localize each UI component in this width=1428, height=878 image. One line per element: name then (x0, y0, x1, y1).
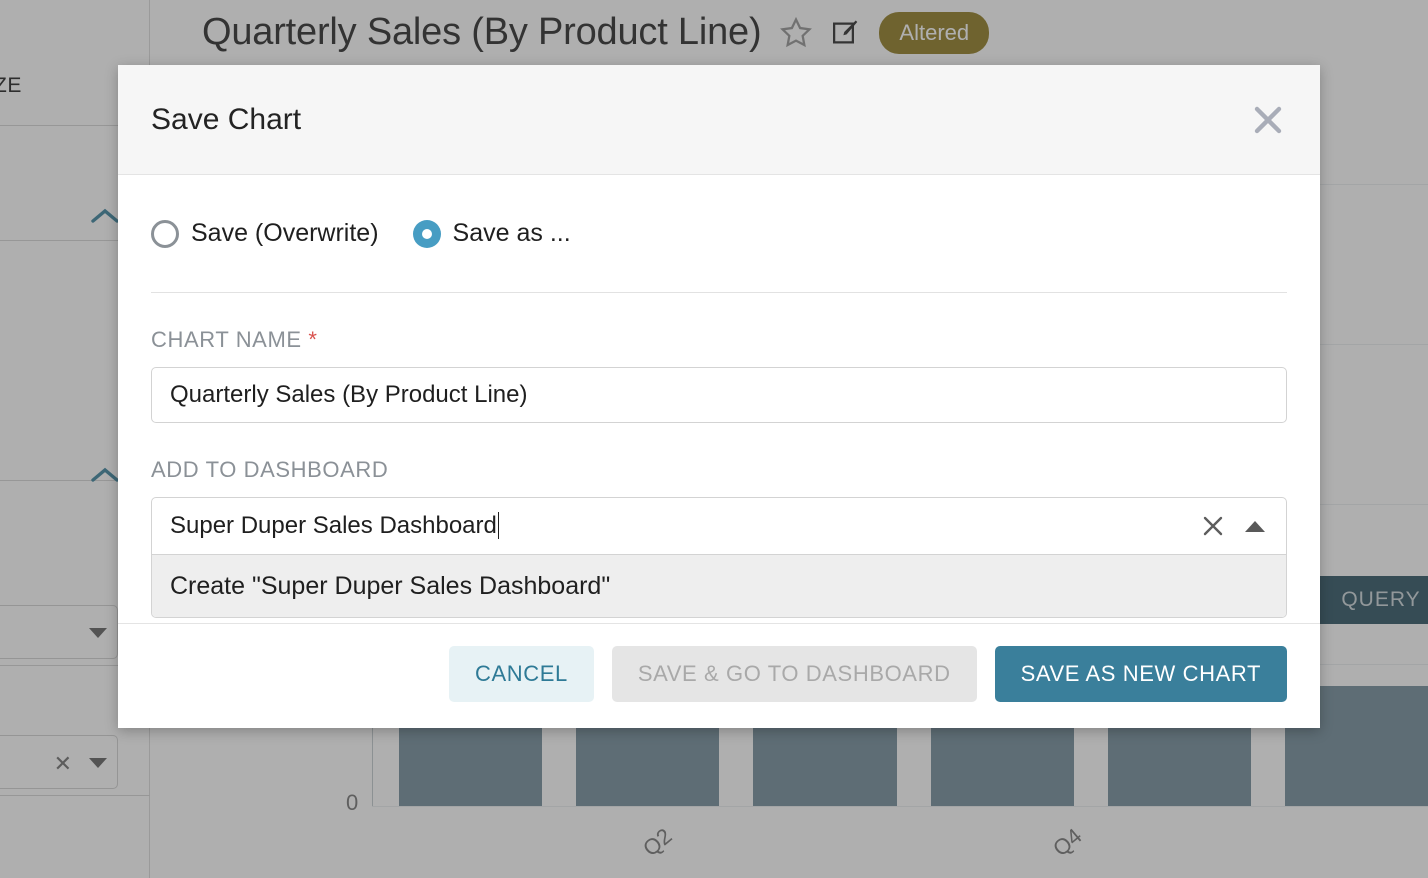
chevron-up-icon[interactable] (90, 207, 120, 225)
status-badge: Altered (879, 11, 990, 54)
x-clear-glyph (1203, 516, 1223, 536)
panel-select-field[interactable] (0, 605, 118, 659)
run-query-button[interactable]: QUERY (1320, 576, 1428, 624)
panel-divider (0, 795, 150, 796)
save-chart-modal: Save Chart Save (Overwrite) Save as ... (118, 65, 1320, 728)
caret-up-icon[interactable] (1242, 513, 1268, 539)
x-icon[interactable]: ✕ (53, 751, 72, 776)
dashboard-option-create[interactable]: Create "Super Duper Sales Dashboard" (152, 555, 1286, 617)
caret-down-icon (89, 758, 107, 768)
radio-indicator-selected (412, 219, 441, 248)
dashboard-select-value: Super Duper Sales Dashboard (170, 512, 1198, 540)
radio-label: Save (Overwrite) (191, 219, 379, 247)
cancel-button[interactable]: CANCEL (448, 646, 594, 702)
page-title: Quarterly Sales (By Product Line) (202, 11, 762, 53)
panel-divider (0, 665, 150, 666)
background-chart-header: Quarterly Sales (By Product Line) Altere… (150, 0, 1428, 65)
chart-name-label-text: CHART NAME (151, 327, 302, 352)
chart-name-group: CHART NAME * (151, 327, 1287, 423)
radio-save-as[interactable]: Save as ... (412, 219, 571, 248)
dashboard-select-control[interactable]: Super Duper Sales Dashboard (151, 497, 1287, 555)
chart-name-label: CHART NAME * (151, 327, 1287, 353)
add-to-dashboard-label: ADD TO DASHBOARD (151, 457, 389, 482)
panel-select-field-clearable[interactable]: ✕ (0, 735, 118, 789)
chart-gridline (372, 806, 1428, 807)
modal-footer: CANCEL SAVE & GO TO DASHBOARD SAVE AS NE… (118, 623, 1320, 728)
radio-label: Save as ... (452, 219, 571, 247)
chart-name-input[interactable] (151, 367, 1287, 423)
dashboard-select: Super Duper Sales Dashboard Create "Supe… (151, 497, 1287, 618)
chart-ytick-0: 0 (346, 790, 359, 815)
modal-title: Save Chart (151, 102, 302, 136)
dashboard-select-menu: Create "Super Duper Sales Dashboard" (151, 555, 1287, 618)
close-x-glyph (1254, 106, 1282, 133)
caret-down-icon (89, 628, 107, 638)
modal-body: Save (Overwrite) Save as ... CHART NAME … (118, 175, 1320, 618)
save-mode-radio-group: Save (Overwrite) Save as ... (151, 219, 1287, 248)
panel-section-label: ZE (0, 74, 22, 97)
caret-up-glyph (1245, 520, 1265, 532)
panel-divider (0, 125, 150, 126)
modal-header: Save Chart (118, 65, 1320, 175)
radio-indicator-unselected (151, 219, 179, 248)
star-icon[interactable] (779, 16, 813, 50)
radio-save-overwrite[interactable]: Save (Overwrite) (151, 219, 379, 248)
x-clear-icon[interactable] (1198, 511, 1228, 541)
chevron-up-icon[interactable] (90, 466, 120, 484)
section-divider (151, 292, 1287, 293)
close-icon[interactable] (1246, 98, 1290, 142)
save-as-new-chart-button[interactable]: SAVE AS NEW CHART (994, 646, 1287, 702)
edit-pencil-icon[interactable] (831, 18, 861, 48)
add-to-dashboard-group: ADD TO DASHBOARD Super Duper Sales Dashb… (151, 457, 1287, 618)
panel-divider (0, 480, 150, 481)
panel-divider (0, 240, 150, 241)
required-asterisk: * (308, 327, 318, 352)
save-and-go-to-dashboard-button[interactable]: SAVE & GO TO DASHBOARD (611, 646, 977, 702)
